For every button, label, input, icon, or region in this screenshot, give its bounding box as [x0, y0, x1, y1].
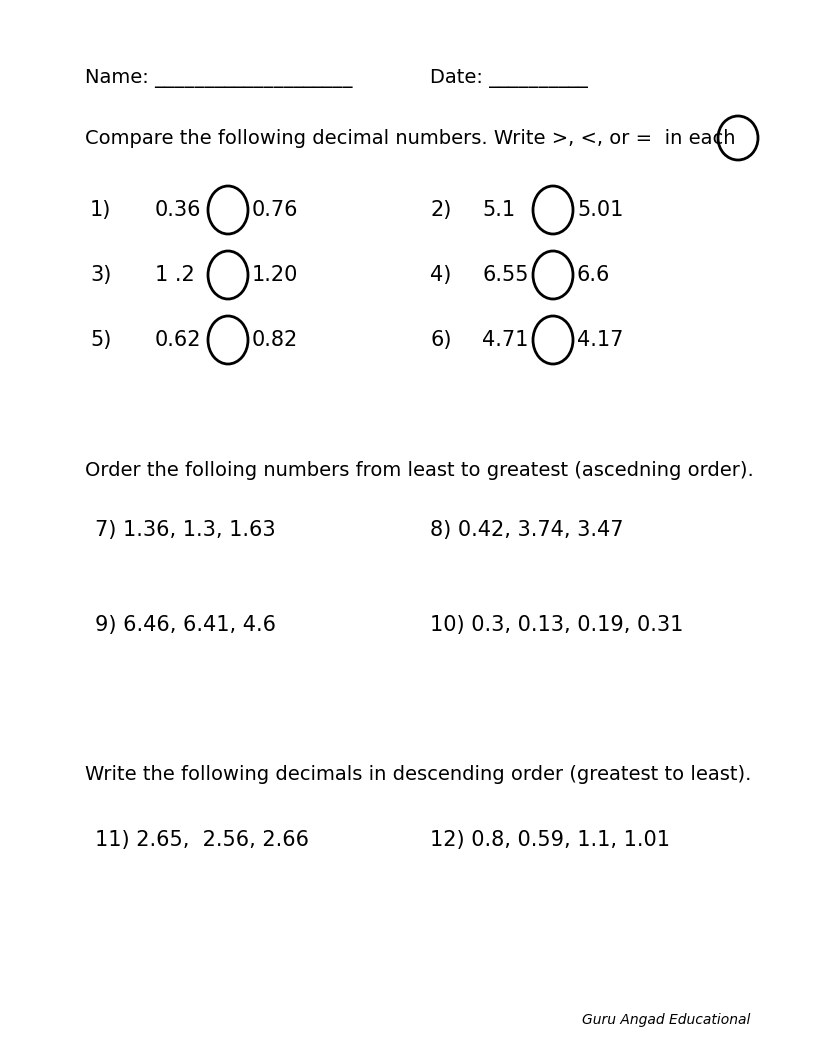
Text: 4.17: 4.17	[577, 329, 623, 350]
Text: 5): 5)	[90, 329, 111, 350]
Text: 6.6: 6.6	[577, 265, 610, 285]
Text: 5.01: 5.01	[577, 200, 623, 220]
Text: 10) 0.3, 0.13, 0.19, 0.31: 10) 0.3, 0.13, 0.19, 0.31	[430, 615, 683, 635]
Text: 1): 1)	[90, 200, 111, 220]
Text: 0.36: 0.36	[155, 200, 202, 220]
Text: 3): 3)	[90, 265, 111, 285]
Text: 1 .2: 1 .2	[155, 265, 195, 285]
Text: 12) 0.8, 0.59, 1.1, 1.01: 12) 0.8, 0.59, 1.1, 1.01	[430, 830, 670, 850]
Text: 5.1: 5.1	[482, 200, 515, 220]
Text: 7) 1.36, 1.3, 1.63: 7) 1.36, 1.3, 1.63	[95, 520, 276, 540]
Text: 9) 6.46, 6.41, 4.6: 9) 6.46, 6.41, 4.6	[95, 615, 276, 635]
Text: 8) 0.42, 3.74, 3.47: 8) 0.42, 3.74, 3.47	[430, 520, 623, 540]
Text: Name: ____________________: Name: ____________________	[85, 69, 353, 88]
Text: 0.62: 0.62	[155, 329, 202, 350]
Text: 4.71: 4.71	[482, 329, 529, 350]
Text: 1.20: 1.20	[252, 265, 299, 285]
Text: 11) 2.65,  2.56, 2.66: 11) 2.65, 2.56, 2.66	[95, 830, 309, 850]
Text: 0.82: 0.82	[252, 329, 299, 350]
Text: Guru Angad Educational: Guru Angad Educational	[582, 1013, 750, 1027]
Text: 6.55: 6.55	[482, 265, 529, 285]
Text: 4): 4)	[430, 265, 451, 285]
Text: 0.76: 0.76	[252, 200, 299, 220]
Text: Write the following decimals in descending order (greatest to least).: Write the following decimals in descendi…	[85, 766, 752, 785]
Text: Compare the following decimal numbers. Write >, <, or =  in each: Compare the following decimal numbers. W…	[85, 129, 735, 148]
Text: Date: __________: Date: __________	[430, 69, 588, 88]
Text: 2): 2)	[430, 200, 451, 220]
Text: Order the folloing numbers from least to greatest (ascedning order).: Order the folloing numbers from least to…	[85, 460, 754, 479]
Text: 6): 6)	[430, 329, 451, 350]
